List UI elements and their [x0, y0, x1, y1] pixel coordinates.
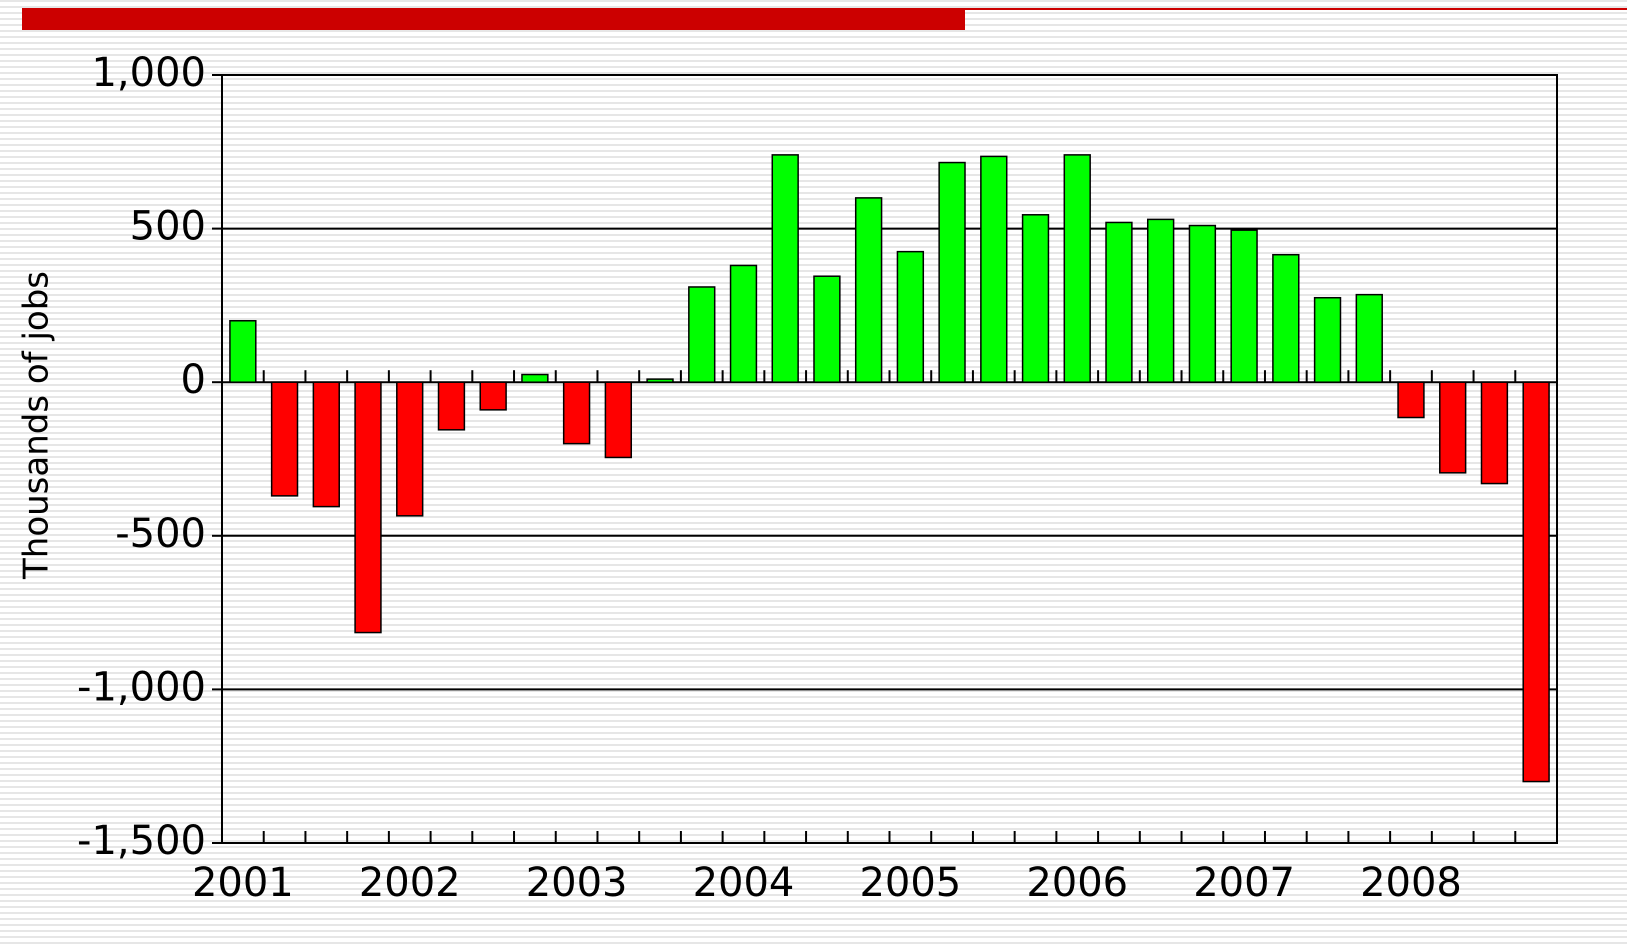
- bar: [771, 154, 799, 383]
- bar: [1021, 214, 1050, 383]
- bar: [646, 378, 674, 383]
- bar: [1272, 253, 1300, 383]
- bar: [1480, 381, 1509, 485]
- y-tick-label: 500: [130, 204, 206, 250]
- bar: [354, 381, 382, 634]
- y-tick-label: 1,000: [91, 50, 206, 96]
- x-tick-label: 2008: [1360, 860, 1462, 906]
- bar: [854, 197, 883, 383]
- y-tick-label: -1,500: [77, 818, 206, 864]
- bar: [1105, 221, 1133, 383]
- bar: [1063, 154, 1091, 383]
- bar: [1355, 293, 1383, 383]
- bar: [813, 275, 841, 383]
- y-tick-label: -1,000: [77, 664, 206, 710]
- bar: [312, 381, 340, 508]
- bar: [521, 373, 549, 383]
- bar: [1313, 296, 1342, 383]
- bar: [729, 264, 758, 383]
- bar: [1230, 229, 1258, 383]
- y-tick-label: 0: [181, 357, 206, 403]
- bar: [1439, 381, 1467, 474]
- bar: [270, 381, 299, 497]
- bar: [938, 161, 966, 383]
- bar: [1188, 224, 1217, 383]
- bar: [688, 286, 716, 383]
- x-tick-label: 2004: [693, 860, 795, 906]
- x-tick-label: 2002: [359, 860, 461, 906]
- bar: [1522, 381, 1550, 783]
- y-axis-label: Thousands of jobs: [17, 271, 57, 580]
- bar: [562, 381, 591, 445]
- x-tick-label: 2006: [1026, 860, 1128, 906]
- header-bar: [22, 8, 965, 30]
- bar: [1146, 218, 1175, 383]
- bar: [980, 155, 1008, 383]
- bar: [604, 381, 633, 459]
- bar: [437, 381, 466, 431]
- bar: [396, 381, 424, 517]
- bar: [896, 250, 925, 383]
- y-tick-label: -500: [115, 511, 206, 557]
- bar: [1397, 381, 1425, 419]
- x-tick-label: 2003: [526, 860, 628, 906]
- bar: [479, 381, 507, 411]
- x-tick-label: 2001: [192, 860, 294, 906]
- x-tick-label: 2007: [1193, 860, 1295, 906]
- bar: [229, 320, 257, 383]
- x-tick-label: 2005: [859, 860, 961, 906]
